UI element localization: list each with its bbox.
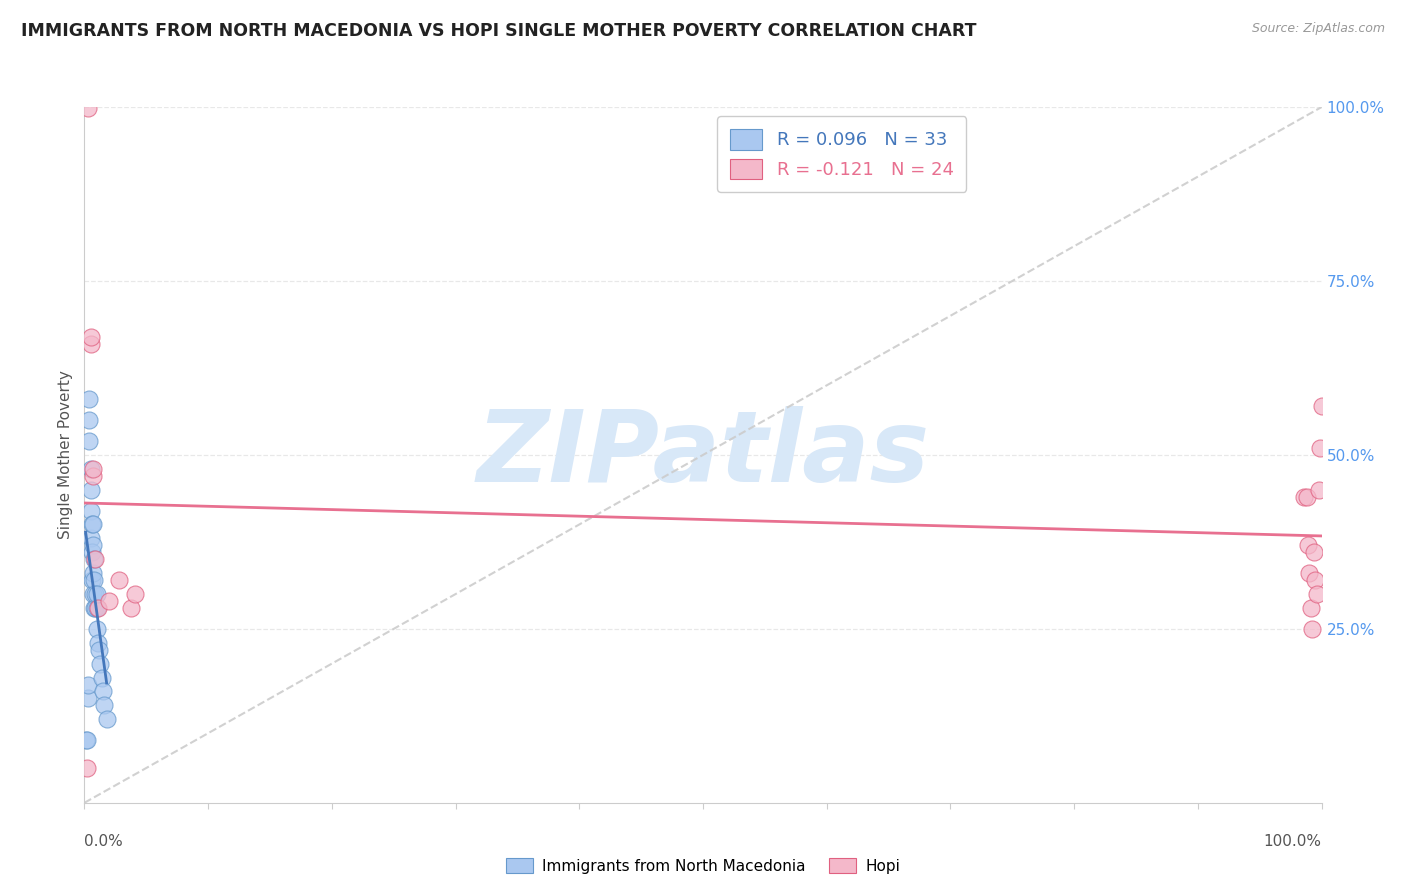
Point [96, 712, 118, 726]
Point [98, 594, 121, 608]
Point [79, 434, 101, 448]
Point [82, 566, 104, 581]
Point [80, 545, 103, 559]
Point [87, 636, 110, 650]
Point [77, 691, 100, 706]
Point [79, 329, 101, 343]
Point [1309, 441, 1331, 455]
Point [79, 392, 101, 407]
Point [83, 552, 105, 566]
Point [79, 532, 101, 546]
Point [86, 587, 108, 601]
Point [89, 642, 111, 657]
Point [83, 601, 105, 615]
Point [79, 503, 101, 517]
Text: Source: ZipAtlas.com: Source: ZipAtlas.com [1251, 22, 1385, 36]
Point [1303, 545, 1326, 559]
Point [124, 587, 146, 601]
Point [79, 413, 101, 427]
Point [79, 336, 101, 351]
Point [77, 101, 100, 115]
Y-axis label: Single Mother Poverty: Single Mother Poverty [58, 370, 73, 540]
Point [84, 587, 107, 601]
Legend: Immigrants from North Macedonia, Hopi: Immigrants from North Macedonia, Hopi [499, 852, 907, 880]
Point [1296, 538, 1319, 552]
Point [80, 517, 103, 532]
Legend: R = 0.096   N = 33, R = -0.121   N = 24: R = 0.096 N = 33, R = -0.121 N = 24 [717, 116, 966, 192]
Point [91, 684, 114, 698]
Point [79, 483, 101, 497]
Point [1301, 622, 1323, 636]
Point [82, 517, 104, 532]
Point [1295, 490, 1317, 504]
Point [82, 538, 104, 552]
Point [82, 587, 104, 601]
Point [120, 601, 142, 615]
Point [79, 462, 101, 476]
Point [90, 671, 112, 685]
Point [1305, 587, 1327, 601]
Point [1298, 566, 1320, 581]
Point [80, 573, 103, 587]
Point [82, 468, 104, 483]
Point [82, 462, 104, 476]
Text: IMMIGRANTS FROM NORTH MACEDONIA VS HOPI SINGLE MOTHER POVERTY CORRELATION CHART: IMMIGRANTS FROM NORTH MACEDONIA VS HOPI … [21, 22, 977, 40]
Point [93, 698, 115, 713]
Point [77, 677, 100, 691]
Text: 100.0%: 100.0% [1264, 834, 1322, 849]
Text: ZIPatlas: ZIPatlas [477, 407, 929, 503]
Point [108, 573, 131, 587]
Point [1310, 399, 1333, 413]
Point [89, 657, 111, 671]
Point [86, 622, 108, 636]
Text: 0.0%: 0.0% [84, 834, 124, 849]
Point [1299, 601, 1322, 615]
Point [87, 601, 110, 615]
Point [84, 601, 107, 615]
Point [86, 601, 108, 615]
Point [1308, 483, 1330, 497]
Point [84, 552, 107, 566]
Point [76, 761, 98, 775]
Point [1294, 490, 1316, 504]
Point [83, 573, 105, 587]
Point [75, 733, 97, 747]
Point [76, 733, 98, 747]
Point [1305, 573, 1327, 587]
